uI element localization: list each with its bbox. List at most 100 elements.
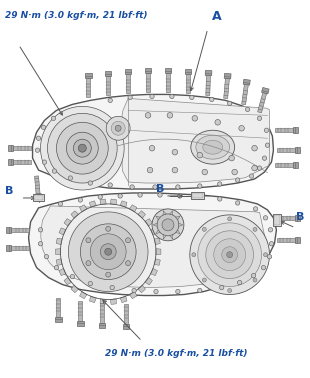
Circle shape [227, 252, 232, 258]
Polygon shape [205, 70, 212, 76]
Circle shape [66, 132, 98, 164]
Circle shape [190, 215, 269, 294]
Circle shape [235, 201, 240, 205]
Circle shape [252, 146, 257, 151]
Polygon shape [166, 73, 170, 93]
Polygon shape [170, 235, 173, 239]
Circle shape [198, 223, 262, 287]
Circle shape [176, 185, 180, 189]
Polygon shape [110, 299, 116, 304]
Text: B: B [5, 186, 13, 196]
Polygon shape [295, 215, 300, 221]
Polygon shape [126, 73, 130, 93]
Polygon shape [241, 84, 248, 105]
Circle shape [78, 198, 82, 202]
Bar [34, 195, 43, 200]
Circle shape [51, 116, 56, 121]
Circle shape [54, 265, 59, 270]
Polygon shape [277, 238, 295, 242]
Polygon shape [105, 71, 112, 76]
Circle shape [56, 122, 108, 174]
Circle shape [197, 184, 202, 188]
Circle shape [251, 273, 256, 278]
Circle shape [269, 242, 274, 246]
Circle shape [100, 244, 116, 260]
Circle shape [206, 231, 254, 279]
Polygon shape [100, 304, 104, 324]
Circle shape [222, 247, 238, 263]
Ellipse shape [203, 140, 223, 154]
Circle shape [115, 125, 121, 131]
Circle shape [265, 143, 270, 147]
Polygon shape [100, 199, 106, 204]
Circle shape [149, 146, 155, 151]
Bar [191, 192, 204, 200]
Polygon shape [151, 268, 157, 276]
Polygon shape [86, 77, 90, 98]
Polygon shape [120, 296, 127, 303]
Circle shape [197, 288, 202, 293]
Polygon shape [125, 68, 131, 73]
Bar [33, 194, 44, 201]
Bar [274, 215, 281, 225]
Circle shape [202, 169, 208, 175]
Circle shape [253, 207, 258, 211]
Polygon shape [6, 245, 11, 251]
Polygon shape [35, 194, 42, 199]
Circle shape [167, 113, 173, 118]
Circle shape [126, 238, 131, 243]
Circle shape [228, 288, 232, 293]
Circle shape [267, 254, 272, 259]
Circle shape [170, 94, 174, 99]
Polygon shape [206, 76, 210, 96]
Bar [273, 214, 281, 226]
Polygon shape [130, 205, 137, 212]
Polygon shape [262, 87, 269, 94]
Circle shape [78, 144, 86, 152]
Polygon shape [153, 223, 157, 226]
Polygon shape [295, 237, 300, 243]
Circle shape [172, 149, 178, 155]
Circle shape [35, 148, 40, 152]
Polygon shape [56, 259, 62, 265]
Polygon shape [124, 305, 128, 324]
Circle shape [69, 212, 148, 291]
Polygon shape [8, 159, 13, 165]
Circle shape [68, 176, 73, 180]
Polygon shape [276, 128, 293, 132]
Polygon shape [71, 285, 78, 293]
Circle shape [162, 219, 174, 231]
Polygon shape [277, 148, 295, 152]
Circle shape [257, 116, 262, 121]
Polygon shape [123, 324, 129, 329]
Circle shape [202, 278, 206, 282]
Polygon shape [59, 228, 66, 235]
Circle shape [44, 254, 49, 259]
Circle shape [108, 98, 113, 102]
Polygon shape [55, 318, 62, 322]
Polygon shape [138, 285, 145, 293]
Circle shape [111, 121, 125, 135]
Circle shape [253, 278, 257, 282]
Polygon shape [6, 226, 11, 233]
Polygon shape [170, 211, 173, 215]
Polygon shape [277, 216, 295, 220]
Polygon shape [146, 73, 150, 93]
Text: 29 N·m (3.0 kgf·m, 21 lbf·ft): 29 N·m (3.0 kgf·m, 21 lbf·ft) [105, 349, 248, 358]
Polygon shape [145, 277, 153, 285]
Circle shape [126, 261, 131, 266]
Circle shape [153, 185, 157, 189]
Circle shape [268, 228, 273, 232]
Circle shape [110, 285, 114, 290]
Polygon shape [176, 216, 180, 220]
Polygon shape [85, 73, 91, 77]
Circle shape [36, 136, 41, 140]
Polygon shape [110, 199, 116, 204]
Bar [192, 194, 203, 198]
Polygon shape [89, 296, 96, 303]
Polygon shape [99, 324, 105, 328]
Polygon shape [71, 211, 78, 218]
Circle shape [52, 169, 57, 173]
Circle shape [197, 195, 202, 199]
Polygon shape [11, 246, 29, 250]
